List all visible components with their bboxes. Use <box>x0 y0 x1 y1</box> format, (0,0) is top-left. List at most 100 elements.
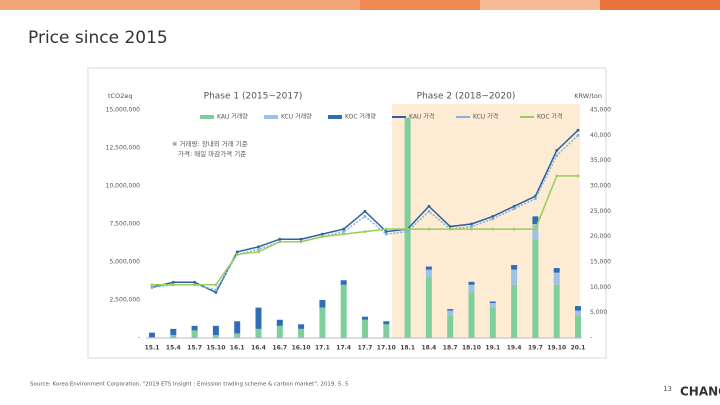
legend-label: KOC 거래량 <box>345 113 376 121</box>
price-point <box>384 227 388 231</box>
bar <box>170 328 177 335</box>
x-tick-label: 19.4 <box>507 345 522 352</box>
x-tick-label: 18.7 <box>443 345 458 352</box>
price-point <box>342 230 346 234</box>
price-point <box>406 230 409 234</box>
bar <box>511 265 518 270</box>
bar <box>383 324 390 338</box>
bar <box>575 306 581 311</box>
legend-label: KAU 가격 <box>409 113 434 121</box>
price-point <box>576 133 580 137</box>
bar <box>276 325 283 338</box>
source: Source: Korea Environment Corporation, "… <box>30 382 349 388</box>
bar <box>532 239 539 338</box>
band-block <box>360 0 480 10</box>
y2-axis-title: KRW/ton <box>574 92 602 100</box>
band-block <box>600 0 720 10</box>
bar <box>234 333 241 338</box>
price-point <box>214 288 218 292</box>
x-tick-label: 17.4 <box>336 345 351 352</box>
price-point <box>235 253 239 256</box>
price-point <box>321 235 324 239</box>
bar <box>425 266 432 270</box>
bar <box>212 325 219 335</box>
x-tick-label: 20.1 <box>571 345 586 352</box>
price-point <box>171 283 175 287</box>
bar <box>489 301 496 304</box>
price-point <box>214 291 218 294</box>
price-point <box>171 280 175 284</box>
bar <box>532 216 539 224</box>
price-point <box>427 227 431 231</box>
bar <box>553 284 560 338</box>
bar <box>234 321 241 334</box>
x-tick-label: 15.7 <box>187 345 202 352</box>
x-tick-label: 19.7 <box>528 345 543 352</box>
price-point <box>342 232 346 236</box>
y-tick-label: - <box>138 335 140 342</box>
bar <box>191 330 198 338</box>
bar <box>319 307 326 338</box>
bar <box>511 284 518 338</box>
legend-label: KAU 거래량 <box>217 113 248 121</box>
bar <box>489 307 496 338</box>
price-point <box>363 209 367 213</box>
price-point <box>257 245 260 249</box>
legend-swatch <box>328 115 342 119</box>
y-tick-label: 7,500,000 <box>109 221 140 228</box>
y2-tick-label: 40,000 <box>590 132 611 139</box>
x-tick-label: 18.1 <box>400 345 415 352</box>
price-point <box>193 280 197 284</box>
price-point <box>512 227 516 231</box>
y-tick-label: 12,500,000 <box>106 145 141 152</box>
bar <box>170 334 177 338</box>
bar <box>298 324 305 329</box>
price-point <box>363 215 367 218</box>
price-point <box>150 283 154 287</box>
bar <box>553 268 560 273</box>
x-tick-label: 15.4 <box>166 345 181 352</box>
price-point <box>470 227 473 231</box>
y-tick-label: 15,000,000 <box>106 107 141 114</box>
legend-label: KCU 거래량 <box>281 113 312 121</box>
legend-swatch <box>200 115 214 119</box>
y-tick-label: 10,000,000 <box>106 183 141 190</box>
price-point <box>576 128 580 132</box>
bar <box>575 315 581 338</box>
phase-label: Phase 2 (2018~2020) <box>417 92 516 102</box>
bar <box>425 277 432 338</box>
x-tick-label: 16.1 <box>230 345 245 352</box>
price-point <box>342 227 346 231</box>
price-point <box>235 250 239 254</box>
price-point <box>491 227 495 231</box>
slide-title: Price since 2015 <box>28 28 168 48</box>
x-tick-label: 16.7 <box>272 345 287 352</box>
price-point <box>214 283 218 287</box>
bar <box>319 300 326 308</box>
price-point <box>278 237 282 241</box>
bar <box>532 224 539 240</box>
price-point <box>448 227 452 231</box>
y-axis-title: tCO2eq <box>108 92 132 100</box>
bar <box>489 303 496 308</box>
price-point <box>427 204 431 208</box>
band-block <box>480 0 600 10</box>
legend-label: KOC 가격 <box>537 113 562 121</box>
logo: CHANG <box>680 385 720 399</box>
y-tick-label: 5,000,000 <box>109 259 140 266</box>
price-point <box>384 232 388 236</box>
y2-tick-label: 25,000 <box>590 208 611 215</box>
bar <box>362 319 368 338</box>
price-point <box>491 215 495 218</box>
x-tick-label: 18.4 <box>421 345 436 352</box>
price-point <box>576 174 580 178</box>
annotation: 가격: 매일 마감가격 기준 <box>178 149 246 158</box>
price-point <box>534 227 537 231</box>
bar <box>276 319 283 326</box>
page-number: 13 <box>663 385 672 393</box>
legend-label: KCU 가격 <box>473 113 498 121</box>
bar <box>575 310 581 316</box>
bar <box>362 316 368 320</box>
bar <box>553 272 560 285</box>
